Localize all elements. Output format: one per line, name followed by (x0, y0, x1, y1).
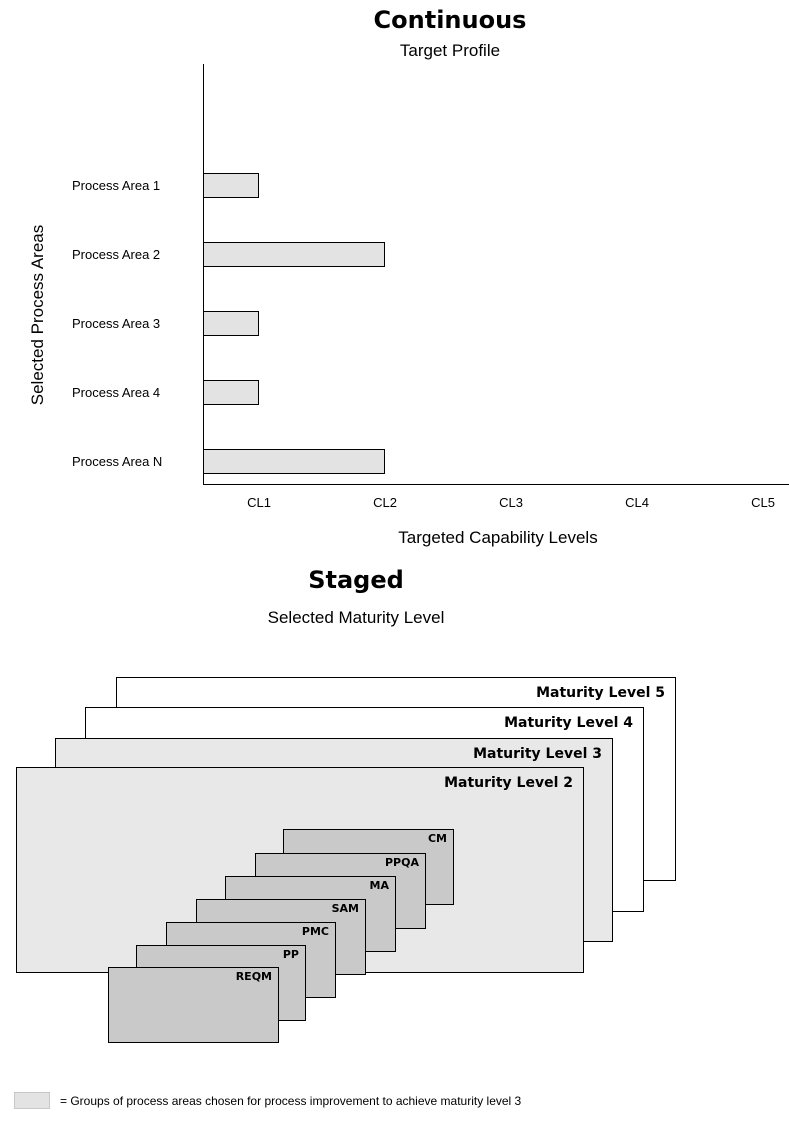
y-axis-label-text: Selected Process Areas (28, 224, 47, 406)
bar (203, 242, 385, 267)
staged-subtitle: Selected Maturity Level (267, 608, 445, 627)
x-tick-label: CL3 (499, 495, 523, 510)
x-tick-label: CL5 (751, 495, 775, 510)
bar (203, 380, 259, 405)
process-area-label: SAM (331, 902, 359, 915)
category-label: Process Area 2 (72, 247, 161, 262)
legend-text: = Groups of process areas chosen for pro… (60, 1094, 522, 1108)
y-axis-line (203, 64, 204, 485)
continuous-title: Continuous (373, 6, 527, 34)
bar (203, 173, 259, 198)
process-area-label: PMC (301, 925, 329, 938)
process-area-label: MA (369, 879, 389, 892)
x-tick-label: CL1 (247, 495, 271, 510)
process-area-label: PP (282, 948, 299, 961)
category-label: Process Area 1 (72, 178, 161, 193)
legend-swatch (14, 1092, 50, 1109)
maturity-level-label: Maturity Level 2 (444, 775, 573, 791)
x-tick-label: CL2 (373, 495, 397, 510)
continuous-subtitle: Target Profile (399, 41, 501, 60)
process-area-label: CM (427, 832, 447, 845)
bar (203, 449, 385, 474)
staged-title: Staged (308, 566, 404, 594)
maturity-level-label: Maturity Level 5 (536, 685, 665, 701)
category-label: Process Area 3 (72, 316, 161, 331)
process-area-label: REQM (235, 970, 272, 983)
process-area-card: REQM (108, 967, 279, 1043)
category-label: Process Area N (72, 454, 163, 469)
bar (203, 311, 259, 336)
maturity-level-label: Maturity Level 4 (504, 715, 633, 731)
x-axis-label: Targeted Capability Levels (398, 528, 598, 547)
process-area-label: PPQA (385, 856, 419, 869)
category-label: Process Area 4 (72, 385, 161, 400)
x-axis-line (203, 484, 789, 485)
x-tick-label: CL4 (625, 495, 649, 510)
maturity-level-label: Maturity Level 3 (473, 746, 602, 762)
